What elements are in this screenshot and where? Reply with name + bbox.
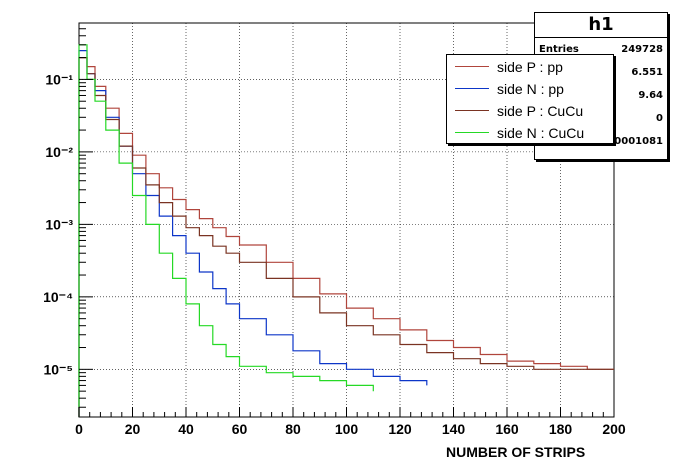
x-tick-label: 60: [232, 421, 248, 437]
stats-row-value: 0: [656, 113, 663, 124]
x-tick-label: 100: [335, 421, 359, 437]
x-tick-label: 0: [75, 421, 83, 437]
legend-box: side P : pp side N : pp side P : CuCu si…: [446, 54, 614, 144]
series-layer: [78, 44, 614, 417]
x-tick-label: 120: [388, 421, 412, 437]
series-line: [78, 57, 614, 417]
legend-line-icon: [455, 110, 489, 111]
y-tick-label: 10⁻¹: [45, 71, 73, 87]
legend-entry-cucu-p: side P : CuCu: [447, 100, 613, 121]
stats-row-value: 9.64: [638, 90, 663, 101]
x-tick-label: 160: [495, 421, 519, 437]
legend-entry-pp-p: side P : pp: [447, 56, 613, 77]
series-line: [78, 44, 374, 417]
series-line: [78, 50, 428, 417]
x-axis-title: NUMBER OF STRIPS: [446, 444, 586, 460]
x-tick-label: 80: [285, 421, 301, 437]
y-tick-label: 10⁻³: [45, 216, 73, 232]
x-tick-label: 140: [442, 421, 466, 437]
legend-line-icon: [455, 88, 489, 89]
stats-row-mean: 6.551: [535, 61, 667, 84]
legend-entry-cucu-n: side N : CuCu: [447, 122, 613, 143]
stats-row-underflow: 0: [535, 107, 667, 130]
stats-row-value: 0.0001081: [603, 136, 663, 147]
stats-row-value: 249728: [621, 44, 663, 55]
series-line: [78, 57, 614, 417]
stats-row-rms: 9.64: [535, 84, 667, 107]
legend-label: side N : CuCu: [497, 124, 585, 141]
stats-title: h1: [535, 13, 667, 38]
x-tick-label: 180: [549, 421, 573, 437]
stats-row-value: 6.551: [631, 67, 663, 78]
y-tick-label: 10⁻⁴: [43, 289, 73, 305]
y-tick-label: 10⁻²: [45, 144, 73, 160]
x-tick-label: 40: [178, 421, 194, 437]
x-tick-label: 20: [125, 421, 141, 437]
y-tick-label: 10⁻⁵: [43, 361, 73, 377]
legend-label: side N : pp: [497, 80, 564, 97]
legend-label: side P : pp: [497, 58, 563, 75]
x-tick-label: 200: [602, 421, 626, 437]
legend-line-icon: [455, 66, 489, 67]
axis-layer: 0 20 40 60 80 100 120 140 160 180 200 10⁻¹ 10⁻² 10⁻³ 1…: [43, 28, 626, 437]
legend-label: side P : CuCu: [497, 102, 584, 119]
stats-row-name: Entries: [539, 44, 579, 55]
legend-line-icon: [455, 132, 489, 133]
stats-row-entries: Entries 249728: [535, 38, 667, 61]
legend-entry-pp-n: side N : pp: [447, 78, 613, 99]
